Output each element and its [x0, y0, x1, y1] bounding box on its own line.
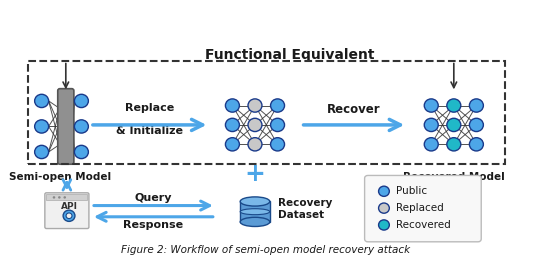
- Circle shape: [469, 138, 483, 151]
- Text: Recovered Model: Recovered Model: [403, 172, 505, 182]
- FancyBboxPatch shape: [46, 194, 87, 200]
- Circle shape: [226, 138, 239, 151]
- Text: Public: Public: [396, 186, 427, 196]
- Text: Recovered: Recovered: [396, 220, 451, 230]
- Circle shape: [469, 118, 483, 132]
- Circle shape: [63, 210, 75, 221]
- Circle shape: [226, 118, 239, 132]
- Text: API: API: [60, 201, 77, 211]
- Text: +: +: [245, 162, 265, 186]
- Circle shape: [379, 220, 389, 230]
- Text: Figure 2: Workflow of semi-open model recovery attack: Figure 2: Workflow of semi-open model re…: [121, 245, 410, 255]
- Circle shape: [35, 120, 49, 133]
- FancyBboxPatch shape: [45, 193, 89, 229]
- Circle shape: [424, 99, 438, 112]
- Ellipse shape: [240, 197, 270, 206]
- Circle shape: [74, 120, 88, 133]
- Circle shape: [248, 118, 262, 132]
- Circle shape: [469, 99, 483, 112]
- Circle shape: [53, 196, 55, 199]
- Circle shape: [74, 145, 88, 159]
- Circle shape: [66, 213, 72, 219]
- Circle shape: [379, 203, 389, 213]
- Circle shape: [63, 196, 66, 199]
- Circle shape: [270, 99, 284, 112]
- Text: Recover: Recover: [327, 103, 381, 116]
- FancyBboxPatch shape: [240, 201, 270, 222]
- Circle shape: [270, 118, 284, 132]
- Circle shape: [248, 138, 262, 151]
- Text: Recovery
Dataset: Recovery Dataset: [278, 198, 332, 220]
- Circle shape: [447, 118, 461, 132]
- Circle shape: [424, 118, 438, 132]
- Circle shape: [447, 99, 461, 112]
- Text: & Initialize: & Initialize: [116, 126, 183, 136]
- Circle shape: [248, 99, 262, 112]
- Text: Query: Query: [134, 192, 172, 203]
- FancyBboxPatch shape: [58, 89, 74, 164]
- Bar: [27, 61, 505, 164]
- Circle shape: [35, 94, 49, 108]
- Text: Semi-open Model: Semi-open Model: [9, 172, 111, 182]
- Circle shape: [74, 94, 88, 108]
- Circle shape: [270, 138, 284, 151]
- Ellipse shape: [240, 217, 270, 227]
- Circle shape: [447, 138, 461, 151]
- Circle shape: [226, 99, 239, 112]
- Circle shape: [379, 186, 389, 196]
- Text: Response: Response: [123, 220, 184, 230]
- Text: Functional Equivalent: Functional Equivalent: [205, 49, 375, 62]
- FancyBboxPatch shape: [365, 175, 481, 242]
- Text: Replace: Replace: [125, 103, 174, 113]
- Circle shape: [58, 196, 60, 199]
- Circle shape: [424, 138, 438, 151]
- Ellipse shape: [240, 209, 270, 215]
- Text: Replaced: Replaced: [396, 203, 444, 213]
- Circle shape: [35, 145, 49, 159]
